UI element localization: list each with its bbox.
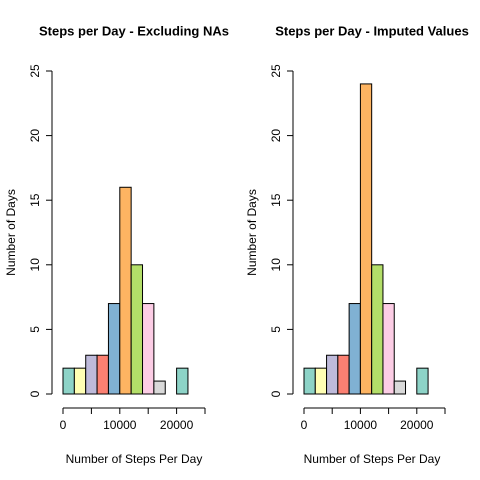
bar — [85, 354, 98, 395]
bar — [326, 354, 339, 395]
y-tick-label: 0 — [28, 390, 42, 397]
bar — [348, 303, 361, 395]
y-axis-label: Number of Days — [4, 189, 18, 276]
bar — [119, 186, 132, 395]
y-tick-label: 20 — [269, 129, 283, 143]
y-tick-label: 20 — [28, 129, 42, 143]
bar — [371, 264, 384, 395]
bar — [130, 264, 144, 395]
y-tick-label: 25 — [269, 64, 283, 78]
x-tick-label: 0 — [301, 418, 308, 432]
x-tick-label: 10000 — [103, 418, 137, 432]
bar — [382, 303, 395, 395]
y-tick-label: 15 — [28, 193, 42, 207]
bar — [303, 367, 316, 395]
bar — [107, 303, 121, 395]
y-tick-label: 10 — [28, 258, 42, 272]
bar — [314, 367, 328, 395]
x-tick-label: 20000 — [400, 418, 434, 432]
y-tick-label: 15 — [269, 193, 283, 207]
y-tick-label: 0 — [269, 390, 283, 397]
y-tick-label: 5 — [269, 326, 283, 333]
bar — [62, 367, 75, 395]
x-axis-label: Number of Steps Per Day — [66, 452, 203, 466]
y-tick-label: 5 — [28, 326, 42, 333]
bar — [359, 83, 373, 395]
y-axis-label: Number of Days — [245, 189, 259, 276]
bar — [393, 380, 407, 395]
x-tick-label: 10000 — [344, 418, 378, 432]
bar — [416, 367, 429, 395]
x-tick-label: 0 — [60, 418, 67, 432]
bar — [142, 303, 155, 395]
chart-title: Steps per Day - Excluding NAs — [39, 23, 229, 38]
bar — [153, 380, 166, 395]
y-tick-label: 25 — [28, 64, 42, 78]
chart-title: Steps per Day - Imputed Values — [275, 23, 469, 38]
bar — [337, 354, 350, 395]
bar — [73, 367, 87, 395]
bar — [176, 367, 189, 395]
bar — [96, 354, 109, 395]
y-tick-label: 10 — [269, 258, 283, 272]
x-axis-label: Number of Steps Per Day — [304, 452, 441, 466]
x-tick-label: 20000 — [160, 418, 194, 432]
